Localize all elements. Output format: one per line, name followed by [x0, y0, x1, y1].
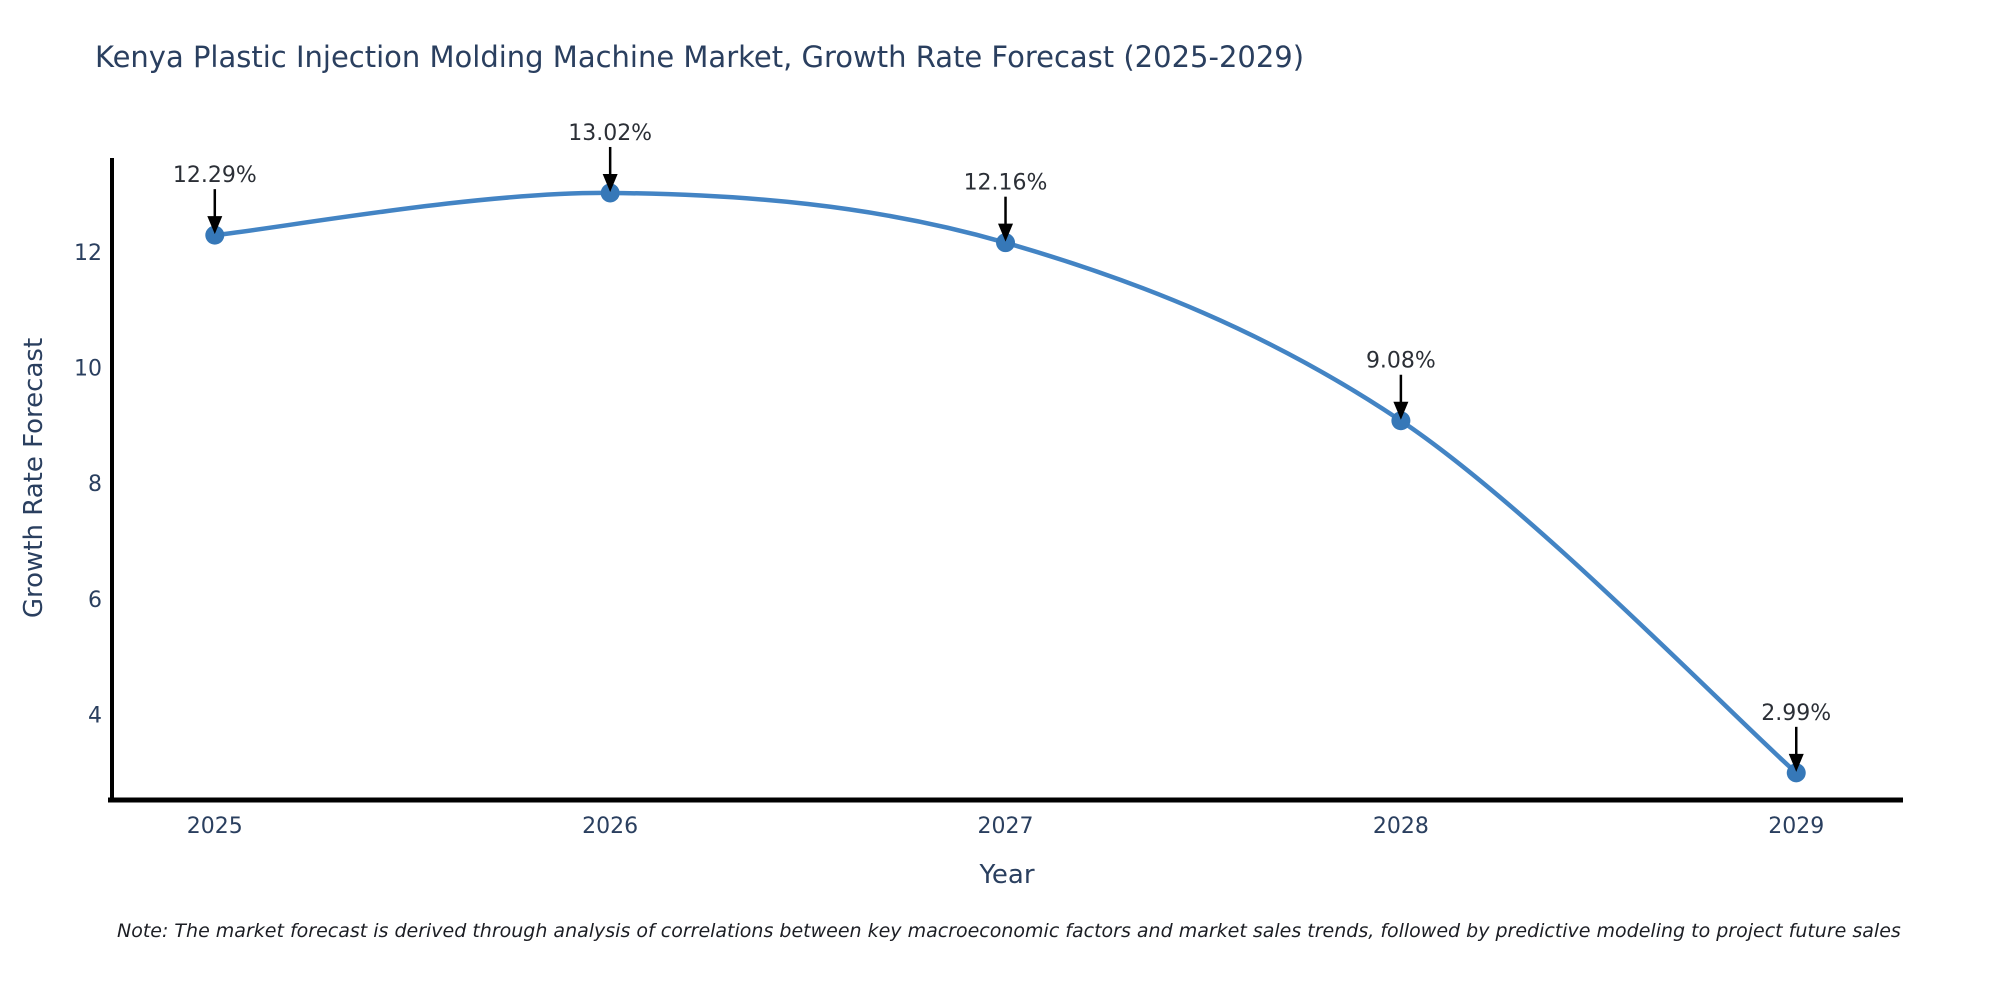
annotation-arrow-head	[1393, 401, 1409, 420]
point-annotation: 2.99%	[1761, 701, 1831, 726]
annotation-arrow-head	[1788, 753, 1804, 772]
data-point-marker	[205, 225, 225, 245]
x-tick-label: 2028	[1373, 814, 1429, 839]
y-tick-label: 10	[74, 357, 102, 382]
chart-title: Kenya Plastic Injection Molding Machine …	[95, 40, 1305, 74]
point-annotation: 9.08%	[1366, 349, 1436, 374]
annotation-arrow-head	[998, 223, 1014, 242]
y-tick-label: 6	[88, 588, 102, 613]
line-series	[212, 190, 1799, 776]
x-tick-label: 2029	[1768, 814, 1824, 839]
data-point-marker	[600, 183, 620, 203]
x-tick-label: 2027	[978, 814, 1034, 839]
point-annotation: 12.16%	[964, 171, 1048, 196]
x-tick-label: 2026	[582, 814, 638, 839]
x-axis-title: Year	[979, 860, 1035, 890]
annotation-arrow-head	[207, 216, 223, 235]
data-point-marker	[1786, 763, 1806, 783]
y-tick-label: 12	[74, 241, 102, 266]
x-tick-label: 2025	[187, 814, 243, 839]
y-tick-label: 8	[88, 472, 102, 497]
point-annotation: 12.29%	[173, 163, 257, 188]
data-point-marker	[996, 233, 1016, 253]
annotation-arrow-head	[602, 173, 618, 192]
footnote: Note: The market forecast is derived thr…	[117, 920, 1901, 942]
data-point-marker	[1391, 411, 1411, 431]
point-annotation: 13.02%	[568, 121, 652, 146]
y-tick-label: 4	[88, 703, 102, 728]
